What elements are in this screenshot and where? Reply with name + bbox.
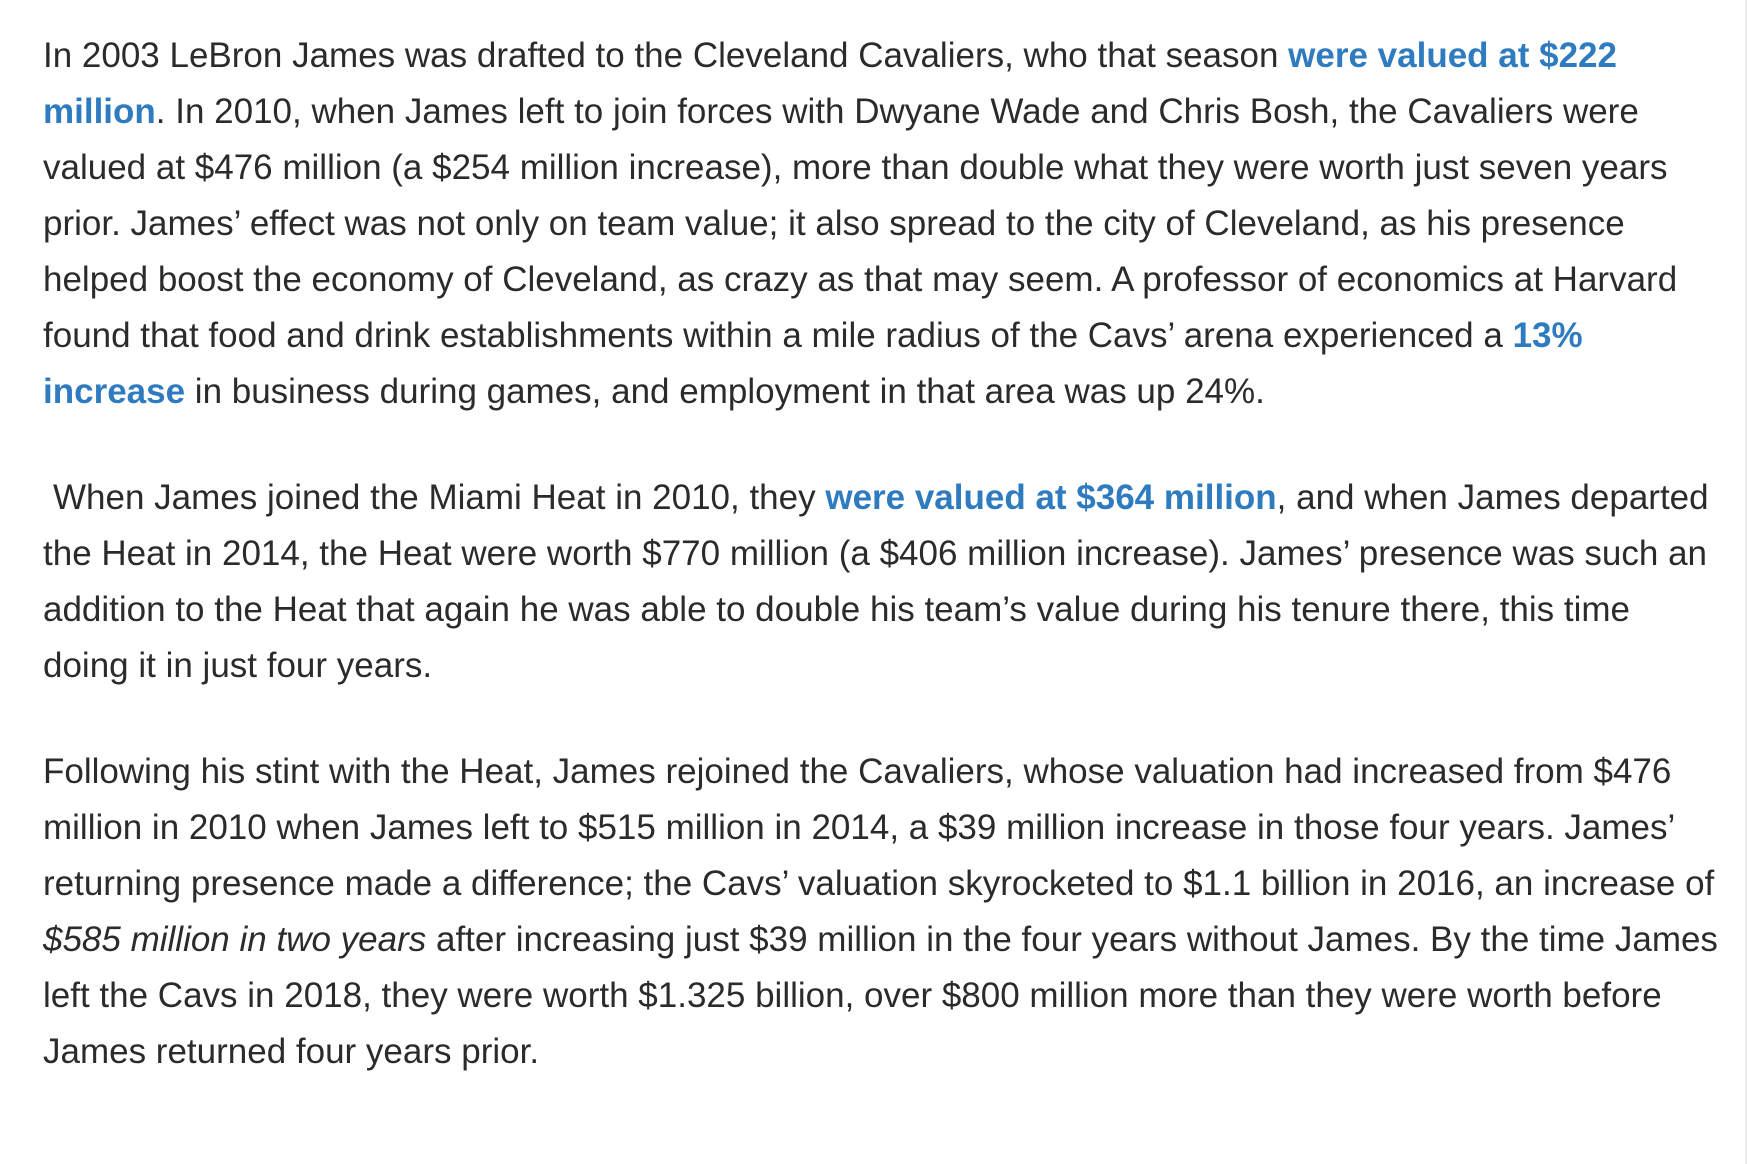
paragraph-cavaliers-valuation: In 2003 LeBron James was drafted to the … xyxy=(43,28,1723,420)
paragraph-heat-valuation: When James joined the Miami Heat in 2010… xyxy=(43,470,1723,694)
link-heat-364-million[interactable]: were valued at $364 million xyxy=(825,478,1277,517)
page-right-border xyxy=(1745,0,1747,1164)
paragraph-text: . In 2010, when James left to join force… xyxy=(43,92,1678,355)
paragraph-text: When James joined the Miami Heat in 2010… xyxy=(53,478,826,517)
paragraph-text: Following his stint with the Heat, James… xyxy=(43,752,1715,903)
link-cavs-222-million[interactable]: were valued at $222 million xyxy=(43,36,1617,131)
paragraph-text: after increasing just $39 million in the… xyxy=(43,920,1718,1071)
paragraph-text: In 2003 LeBron James was drafted to the … xyxy=(43,36,1289,75)
paragraph-text: in business during games, and employment… xyxy=(185,372,1265,411)
italic-emphasis: $585 million in two years xyxy=(43,920,427,959)
article-body: In 2003 LeBron James was drafted to the … xyxy=(43,28,1723,1130)
link-13-percent-increase[interactable]: 13% increase xyxy=(43,316,1583,411)
paragraph-cavaliers-return: Following his stint with the Heat, James… xyxy=(43,744,1723,1080)
paragraph-text: , and when James departed the Heat in 20… xyxy=(43,478,1709,685)
